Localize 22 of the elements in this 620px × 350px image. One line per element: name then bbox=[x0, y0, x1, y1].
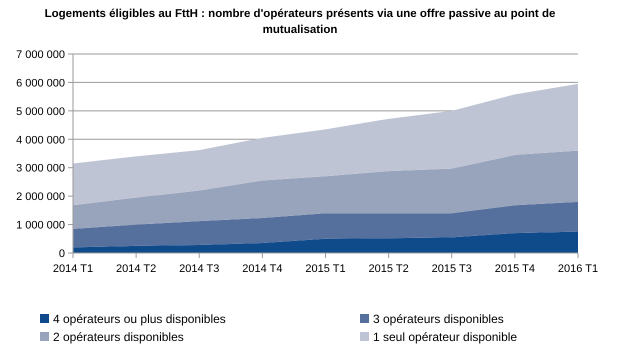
legend-label: 2 opérateurs disponibles bbox=[53, 330, 184, 344]
x-tick-label: 2015 T1 bbox=[305, 263, 346, 275]
y-tick-label: 6 000 000 bbox=[16, 77, 65, 90]
legend-label: 4 opérateurs ou plus disponibles bbox=[53, 312, 226, 326]
x-tick-label: 2014 T2 bbox=[116, 263, 156, 275]
x-tick-label: 2015 T4 bbox=[494, 263, 535, 275]
x-tick-label: 2014 T1 bbox=[52, 263, 94, 275]
x-tick-label: 2014 T3 bbox=[179, 263, 220, 275]
x-tick-label: 2016 T1 bbox=[558, 263, 598, 275]
y-tick-label: 0 bbox=[58, 248, 65, 260]
y-tick-label: 1 000 000 bbox=[16, 220, 65, 232]
y-tick-label: 7 000 000 bbox=[16, 49, 65, 61]
legend-label: 1 seul opérateur disponible bbox=[373, 330, 518, 344]
legend-label: 3 opérateurs disponibles bbox=[373, 312, 504, 326]
chart-title: Logements éligibles au FttH : nombre d'opérateurs présents via une offre passive au point de mutualisation bbox=[44, 8, 556, 36]
x-tick-label: 2014 T4 bbox=[242, 263, 282, 275]
y-tick-label: 2 000 000 bbox=[16, 191, 65, 204]
y-tick-label: 4 000 000 bbox=[16, 134, 65, 146]
y-tick-label: 5 000 000 bbox=[16, 106, 65, 118]
y-tick-label: 3 000 000 bbox=[16, 162, 65, 175]
x-tick-label: 2015 T3 bbox=[432, 263, 472, 275]
x-tick-label: 2015 T2 bbox=[368, 263, 409, 275]
